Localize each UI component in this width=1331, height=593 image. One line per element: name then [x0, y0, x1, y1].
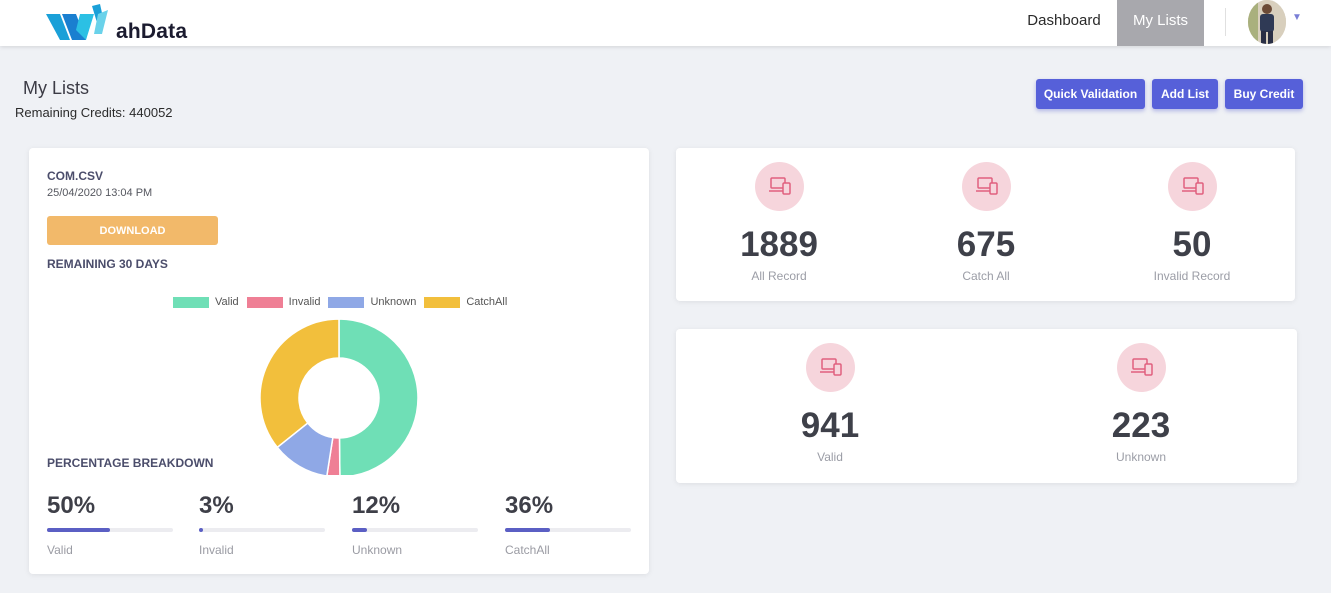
pct-label: Unknown: [352, 543, 403, 557]
stat-invalid-record: 50 Invalid Record: [1092, 162, 1292, 283]
chevron-down-icon[interactable]: ▼: [1292, 12, 1302, 23]
pct-value: 12%: [352, 492, 401, 519]
credits-label: Remaining Credits:: [15, 105, 130, 120]
pct-value: 3%: [199, 492, 234, 519]
top-navbar: ahData Dashboard My Lists ▼: [0, 0, 1331, 46]
pct-value: 50%: [47, 492, 96, 519]
brand-logo[interactable]: ahData: [46, 4, 188, 43]
donut-chart: [259, 318, 419, 475]
progress-track: [352, 528, 478, 532]
donut-slice-catchall[interactable]: [259, 318, 340, 449]
stat-value: 675: [956, 225, 1016, 264]
percentage-breakdown-title: PERCENTAGE BREAKDOWN: [47, 456, 214, 470]
stat-value: 941: [800, 406, 860, 445]
pct-label: Valid: [47, 543, 73, 557]
nav-dashboard[interactable]: Dashboard: [1027, 12, 1101, 29]
nav-my-lists[interactable]: My Lists: [1117, 0, 1204, 46]
progress-track: [505, 528, 631, 532]
pct-block-valid: 50% Valid: [47, 492, 173, 557]
legend-label: Unknown: [370, 296, 417, 308]
credits-value: 440052: [129, 105, 173, 120]
progress-track: [47, 528, 173, 532]
stat-value: 223: [1111, 406, 1171, 445]
stat-catch-all: 675 Catch All: [886, 162, 1086, 283]
logo-w-icon: [46, 4, 108, 40]
stat-all-record: 1889 All Record: [679, 162, 879, 283]
chart-legend: Valid Invalid Unknown CatchAll: [173, 295, 515, 309]
progress-fill: [47, 528, 110, 532]
donut-slice-valid[interactable]: [338, 318, 419, 475]
file-name: COM.CSV: [47, 169, 104, 183]
nav-divider: [1225, 8, 1226, 36]
progress-track: [199, 528, 325, 532]
stat-label: All Record: [751, 269, 807, 283]
legend-item-valid[interactable]: Valid: [173, 296, 239, 308]
add-list-button[interactable]: Add List: [1152, 79, 1218, 109]
legend-item-invalid[interactable]: Invalid: [246, 296, 321, 308]
laptop-phone-icon: [961, 162, 1011, 211]
quick-validation-button[interactable]: Quick Validation: [1036, 79, 1145, 109]
page-title: My Lists: [23, 78, 90, 98]
laptop-phone-icon: [754, 162, 804, 211]
stats-card-validity: 941 Valid 223 Unknown: [676, 329, 1297, 483]
laptop-phone-icon: [805, 343, 855, 392]
remaining-credits: Remaining Credits: 440052: [15, 105, 173, 120]
stat-valid: 941 Valid: [730, 343, 930, 464]
progress-fill: [505, 528, 551, 532]
stats-card-totals: 1889 All Record 675 Catch All 50 Invalid…: [676, 148, 1295, 301]
legend-label: Invalid: [288, 296, 321, 308]
remaining-days: REMAINING 30 DAYS: [47, 257, 168, 271]
stat-label: Catch All: [962, 269, 1010, 283]
legend-label: Valid: [215, 296, 239, 308]
pct-block-unknown: 12% Unknown: [352, 492, 478, 557]
buy-credit-button[interactable]: Buy Credit: [1225, 79, 1303, 109]
logo-text: ahData: [116, 20, 188, 43]
list-card: COM.CSV 25/04/2020 13:04 PM DOWNLOAD REM…: [29, 148, 649, 574]
pct-label: CatchAll: [505, 543, 550, 557]
stat-unknown: 223 Unknown: [1041, 343, 1241, 464]
pct-label: Invalid: [199, 543, 234, 557]
legend-swatch: [328, 296, 365, 308]
stat-value: 1889: [740, 225, 818, 264]
laptop-phone-icon: [1167, 162, 1217, 211]
progress-fill: [352, 528, 368, 532]
legend-label: CatchAll: [466, 296, 508, 308]
pct-block-catchall: 36% CatchAll: [505, 492, 631, 557]
progress-fill: [199, 528, 203, 532]
stat-label: Valid: [817, 450, 843, 464]
download-button[interactable]: DOWNLOAD: [47, 216, 218, 245]
laptop-phone-icon: [1116, 343, 1166, 392]
legend-swatch: [246, 296, 283, 308]
legend-item-catchall[interactable]: CatchAll: [424, 296, 507, 308]
legend-item-unknown[interactable]: Unknown: [328, 296, 416, 308]
pct-value: 36%: [505, 492, 554, 519]
user-avatar[interactable]: [1248, 0, 1286, 44]
legend-swatch: [173, 296, 209, 308]
legend-swatch: [424, 296, 461, 308]
stat-value: 50: [1172, 225, 1212, 264]
pct-block-invalid: 3% Invalid: [199, 492, 325, 557]
stat-label: Unknown: [1115, 450, 1167, 464]
file-date: 25/04/2020 13:04 PM: [47, 187, 153, 199]
stat-label: Invalid Record: [1153, 269, 1231, 283]
donut-chart-container: [259, 318, 419, 475]
